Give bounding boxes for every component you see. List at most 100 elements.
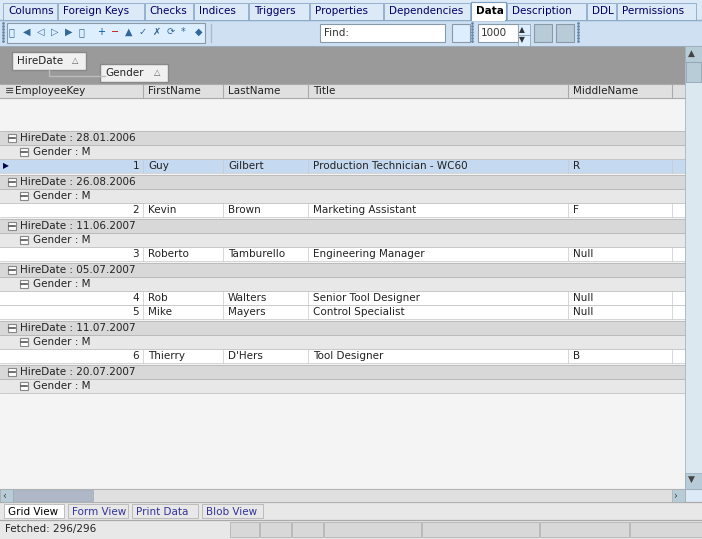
Bar xyxy=(478,24,518,42)
Bar xyxy=(0,84,685,489)
Text: Gender : M: Gender : M xyxy=(33,279,91,289)
Bar xyxy=(0,20,702,46)
Bar xyxy=(672,489,685,502)
Bar xyxy=(249,3,309,20)
Text: Null: Null xyxy=(573,307,593,317)
Text: Description: Description xyxy=(512,6,571,16)
Text: 2: 2 xyxy=(133,205,139,215)
Text: 3: 3 xyxy=(133,249,139,259)
Bar xyxy=(20,280,28,288)
Bar xyxy=(0,203,685,217)
Bar xyxy=(58,3,144,20)
Text: Gender : M: Gender : M xyxy=(33,235,91,245)
Text: −: − xyxy=(111,27,119,37)
Text: Checks: Checks xyxy=(150,6,187,16)
Text: ‹: ‹ xyxy=(2,491,6,501)
Bar xyxy=(20,192,28,200)
Bar xyxy=(13,490,93,501)
Bar xyxy=(20,382,28,390)
Text: Gender : M: Gender : M xyxy=(33,147,91,157)
Bar xyxy=(0,175,685,189)
Text: Gender: Gender xyxy=(105,68,143,78)
Text: ⏮: ⏮ xyxy=(9,27,15,37)
Bar xyxy=(0,277,685,291)
Text: Brown: Brown xyxy=(228,205,260,215)
Text: Mike: Mike xyxy=(148,307,172,317)
Text: ▲: ▲ xyxy=(519,25,525,34)
Text: D'Hers: D'Hers xyxy=(228,351,263,361)
Text: Grid View: Grid View xyxy=(8,507,58,517)
Bar xyxy=(452,24,470,42)
Text: Columns: Columns xyxy=(8,6,53,16)
Text: Permissions: Permissions xyxy=(622,6,684,16)
Bar xyxy=(133,504,199,518)
Bar xyxy=(100,64,168,82)
Bar xyxy=(518,35,530,46)
Bar xyxy=(320,24,445,42)
Text: △: △ xyxy=(72,56,79,65)
Bar xyxy=(145,3,192,20)
Text: Title: Title xyxy=(313,86,336,96)
Bar xyxy=(686,62,701,82)
Text: ◁: ◁ xyxy=(37,27,44,37)
Text: +: + xyxy=(97,27,105,37)
Bar xyxy=(3,3,57,20)
Text: Data: Data xyxy=(475,6,503,16)
Text: Marketing Assistant: Marketing Assistant xyxy=(313,205,416,215)
Text: Walters: Walters xyxy=(228,293,267,303)
Text: ▼: ▼ xyxy=(519,35,525,44)
Bar xyxy=(0,349,685,363)
Bar xyxy=(0,365,685,379)
Text: Tool Designer: Tool Designer xyxy=(313,351,383,361)
Bar xyxy=(0,145,685,159)
Text: Blob View: Blob View xyxy=(206,507,258,517)
Text: Indices: Indices xyxy=(199,6,235,16)
Bar xyxy=(587,3,616,20)
Text: HireDate : 11.06.2007: HireDate : 11.06.2007 xyxy=(20,221,135,231)
Bar xyxy=(0,247,685,261)
Bar xyxy=(8,134,16,142)
Bar xyxy=(0,489,685,502)
Text: Print Data: Print Data xyxy=(136,507,189,517)
Text: B: B xyxy=(573,351,580,361)
Bar xyxy=(20,148,28,156)
Text: 1000: 1000 xyxy=(481,28,507,38)
Text: Gilbert: Gilbert xyxy=(228,161,264,171)
Text: ◆: ◆ xyxy=(195,27,202,37)
Bar xyxy=(422,522,539,537)
Text: Gender : M: Gender : M xyxy=(33,191,91,201)
Text: ⏭: ⏭ xyxy=(79,27,85,37)
Text: ▶: ▶ xyxy=(65,27,72,37)
Bar xyxy=(0,291,685,305)
Bar xyxy=(556,24,574,42)
Bar xyxy=(0,84,685,98)
Bar xyxy=(0,379,685,393)
Text: Properties: Properties xyxy=(315,6,368,16)
Text: ✗: ✗ xyxy=(153,27,161,37)
Text: Fetched: 296/296: Fetched: 296/296 xyxy=(5,524,96,534)
Text: HireDate: HireDate xyxy=(17,56,63,66)
Text: 6: 6 xyxy=(133,351,139,361)
Bar xyxy=(0,189,685,203)
Bar xyxy=(310,3,383,20)
Bar xyxy=(20,338,28,346)
Bar xyxy=(617,3,696,20)
Bar xyxy=(0,159,685,173)
Text: HireDate : 11.07.2007: HireDate : 11.07.2007 xyxy=(20,323,135,333)
Text: HireDate : 20.07.2007: HireDate : 20.07.2007 xyxy=(20,367,135,377)
Text: HireDate : 28.01.2006: HireDate : 28.01.2006 xyxy=(20,133,135,143)
Bar xyxy=(0,335,685,349)
Text: Null: Null xyxy=(573,249,593,259)
Text: Triggers: Triggers xyxy=(253,6,296,16)
Bar xyxy=(0,46,685,84)
Text: ▷: ▷ xyxy=(51,27,58,37)
Bar xyxy=(0,502,702,520)
Text: ▲: ▲ xyxy=(688,49,695,58)
Text: ›: › xyxy=(673,491,677,501)
Bar xyxy=(202,504,263,518)
Bar xyxy=(194,3,248,20)
Bar xyxy=(0,520,702,539)
Bar xyxy=(8,178,16,186)
Bar xyxy=(0,321,685,335)
Text: Mayers: Mayers xyxy=(228,307,265,317)
